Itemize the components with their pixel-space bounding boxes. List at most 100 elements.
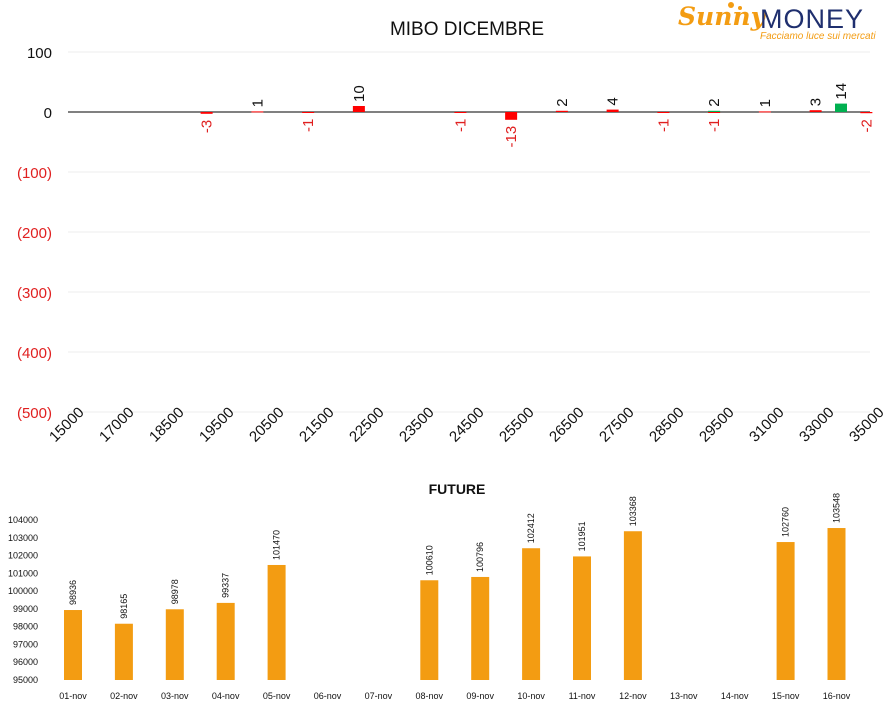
- x-tick-label: 02-nov: [110, 691, 138, 701]
- future-bar: [114, 623, 133, 680]
- red-bar: [555, 110, 568, 112]
- data-label: 103368: [628, 496, 638, 526]
- x-tick-label: 20500: [246, 404, 288, 446]
- x-tick-label: 27500: [596, 404, 638, 446]
- data-label: 101470: [272, 530, 282, 560]
- x-tick-label: 13-nov: [670, 691, 698, 701]
- future-bar: [827, 528, 846, 680]
- data-label: 102412: [526, 513, 536, 543]
- red-bar: [302, 112, 315, 113]
- y-tick-label: 102000: [8, 551, 38, 561]
- data-label: 98936: [68, 580, 78, 605]
- x-tick-label: 06-nov: [314, 691, 342, 701]
- data-label: -1: [706, 119, 723, 132]
- data-label: -13: [503, 126, 520, 148]
- logo-sun-dot: [738, 6, 742, 10]
- chart-title: FUTURE: [429, 481, 486, 497]
- y-tick-label: (400): [17, 345, 52, 362]
- x-tick-label: 10-nov: [517, 691, 545, 701]
- x-tick-label: 09-nov: [466, 691, 494, 701]
- x-tick-label: 03-nov: [161, 691, 189, 701]
- y-tick-label: 98000: [13, 622, 38, 632]
- x-tick-label: 19500: [196, 404, 238, 446]
- future-bar: [420, 580, 439, 680]
- red-bar: [505, 112, 518, 120]
- data-label: 2: [706, 98, 723, 106]
- x-tick-label: 33000: [796, 404, 838, 446]
- future-bar: [623, 531, 642, 680]
- x-tick-label: 35000: [846, 404, 888, 446]
- future-bar: [64, 610, 82, 680]
- x-tick-label: 14-nov: [721, 691, 749, 701]
- y-tick-label: 99000: [13, 604, 38, 614]
- x-tick-label: 11-nov: [569, 691, 596, 701]
- x-tick-label: 18500: [146, 404, 188, 446]
- x-tick-label: 15000: [46, 404, 88, 446]
- logo-sun-dot: [728, 2, 734, 8]
- y-tick-label: (500): [17, 405, 52, 422]
- y-tick-label: 0: [44, 105, 52, 122]
- red-bar: [251, 111, 264, 113]
- y-tick-label: 96000: [13, 657, 38, 667]
- data-label: 100610: [424, 545, 434, 575]
- x-tick-label: 07-nov: [365, 691, 393, 701]
- future-bar: [267, 564, 286, 680]
- data-label: 1: [757, 99, 774, 107]
- data-label: 4: [605, 97, 622, 105]
- y-tick-label: 97000: [13, 639, 38, 649]
- logo-tagline: Facciamo luce sui mercati: [760, 31, 876, 42]
- x-tick-label: 25500: [496, 404, 538, 446]
- data-label: 10: [351, 85, 368, 102]
- mibo-dicembre-chart: MIBO DICEMBRE -31-110-1-1324-1-121314-24…: [17, 19, 888, 446]
- data-label: 100796: [475, 542, 485, 572]
- data-label: -1: [300, 119, 317, 132]
- sunny-money-logo: Sunny MONEY Facciamo luce sui mercati: [676, 2, 876, 44]
- data-label: 1: [249, 99, 266, 107]
- data-label: 101951: [577, 521, 587, 551]
- x-tick-label: 08-nov: [416, 691, 444, 701]
- x-tick-label: 16-nov: [823, 691, 851, 701]
- future-bar: [165, 609, 184, 680]
- x-tick-label: 04-nov: [212, 691, 240, 701]
- future-bar: [522, 548, 541, 680]
- x-tick-label: 22500: [346, 404, 388, 446]
- red-bar: [809, 110, 822, 112]
- x-tick-label: 29500: [696, 404, 738, 446]
- data-label: 98165: [119, 594, 129, 619]
- y-tick-label: (300): [17, 285, 52, 302]
- future-bar: [471, 576, 490, 680]
- data-label: -3: [199, 120, 216, 133]
- logo-brand-left: Sunny: [678, 2, 766, 31]
- green-bar: [835, 103, 847, 112]
- data-label: -1: [452, 119, 469, 132]
- x-tick-label: 12-nov: [619, 691, 647, 701]
- x-tick-label: 23500: [396, 404, 438, 446]
- x-tick-label: 15-nov: [772, 691, 800, 701]
- x-tick-label: 24500: [446, 404, 488, 446]
- y-tick-label: (200): [17, 225, 52, 242]
- chart-title: MIBO DICEMBRE: [390, 19, 544, 40]
- data-label: 102760: [781, 507, 791, 537]
- red-bar: [200, 112, 213, 114]
- red-bar: [606, 109, 619, 112]
- y-tick-label: 104000: [8, 515, 38, 525]
- data-label: 99337: [221, 573, 231, 598]
- x-tick-label: 01-nov: [59, 691, 87, 701]
- data-label: 103548: [832, 493, 842, 523]
- y-tick-label: (100): [17, 165, 52, 182]
- x-tick-label: 17000: [96, 404, 138, 446]
- y-tick-label: 95000: [13, 675, 38, 685]
- red-bar: [352, 106, 365, 112]
- data-label: 98978: [170, 579, 180, 604]
- x-tick-label: 21500: [296, 404, 338, 446]
- x-tick-label: 26500: [546, 404, 588, 446]
- y-tick-label: 103000: [8, 533, 38, 543]
- y-tick-label: 101000: [8, 568, 38, 578]
- data-label: -2: [858, 119, 875, 132]
- data-label: 2: [554, 98, 571, 106]
- x-tick-label: 28500: [646, 404, 688, 446]
- y-tick-label: 100: [27, 45, 52, 62]
- data-label: -1: [655, 119, 672, 132]
- red-bar: [860, 112, 873, 114]
- future-bar: [573, 556, 591, 680]
